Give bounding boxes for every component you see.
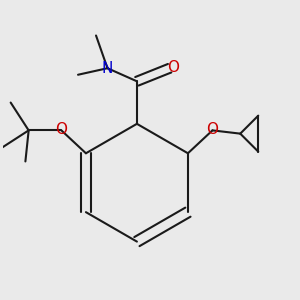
Text: N: N	[102, 61, 113, 76]
Text: O: O	[56, 122, 68, 137]
Text: O: O	[168, 60, 180, 75]
Text: O: O	[206, 122, 218, 137]
